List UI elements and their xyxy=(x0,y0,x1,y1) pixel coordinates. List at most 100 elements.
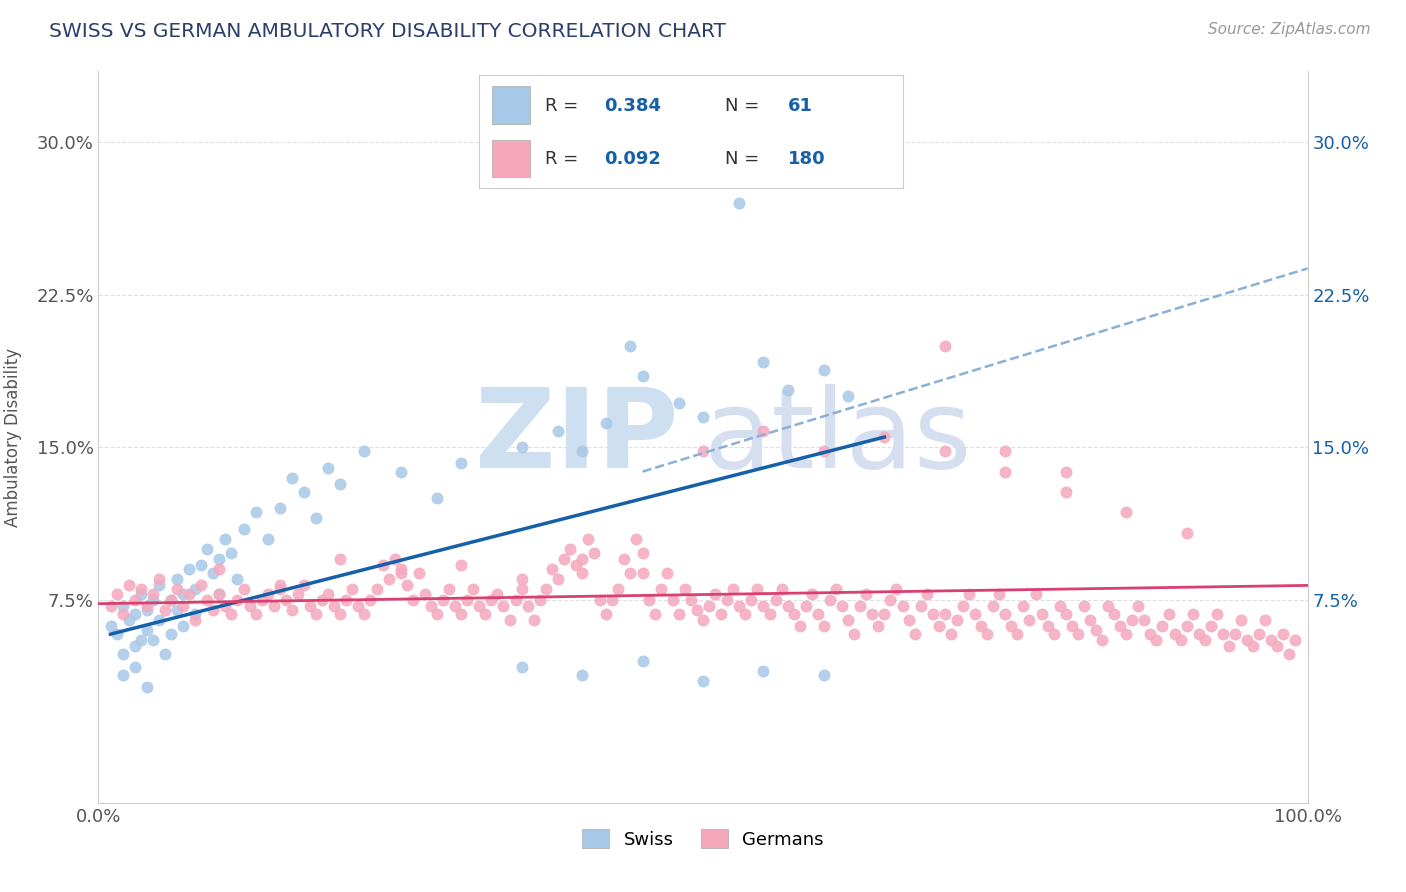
Point xyxy=(408,566,430,581)
Point xyxy=(1067,627,1090,641)
Point xyxy=(1012,599,1035,613)
Point xyxy=(970,619,993,633)
Point xyxy=(329,476,352,491)
Point xyxy=(208,562,231,576)
Text: ZIP: ZIP xyxy=(475,384,679,491)
Point xyxy=(510,582,533,597)
Point xyxy=(142,633,165,648)
Point xyxy=(1031,607,1053,621)
Point xyxy=(1042,627,1064,641)
Point xyxy=(377,572,399,586)
Point xyxy=(692,409,714,424)
Point xyxy=(565,558,588,573)
Point xyxy=(939,627,962,641)
Point xyxy=(976,627,998,641)
Point xyxy=(529,592,551,607)
Point xyxy=(1024,586,1046,600)
Point xyxy=(208,586,231,600)
Point xyxy=(1236,633,1258,648)
Point xyxy=(644,607,666,621)
Point xyxy=(873,430,896,444)
Point xyxy=(486,586,509,600)
Point xyxy=(426,491,449,505)
Point xyxy=(704,586,727,600)
Point xyxy=(366,582,388,597)
Point xyxy=(129,633,152,648)
Point xyxy=(426,607,449,621)
Point xyxy=(994,465,1017,479)
Point xyxy=(360,592,382,607)
Point xyxy=(105,586,128,600)
Point xyxy=(124,607,146,621)
Point xyxy=(1175,619,1198,633)
Point xyxy=(166,572,188,586)
Point xyxy=(245,505,267,519)
Point xyxy=(505,592,527,607)
Point xyxy=(825,582,848,597)
Point xyxy=(263,599,285,613)
Point xyxy=(450,607,472,621)
Point xyxy=(631,566,654,581)
Point xyxy=(450,558,472,573)
Point xyxy=(111,607,134,621)
Point xyxy=(934,444,956,458)
Point xyxy=(988,586,1011,600)
Point xyxy=(172,599,194,613)
Point xyxy=(740,592,762,607)
Point xyxy=(395,578,418,592)
Point xyxy=(142,592,165,607)
Point xyxy=(1267,640,1289,654)
Point xyxy=(214,599,236,613)
Point xyxy=(747,582,769,597)
Point xyxy=(1284,633,1306,648)
Point xyxy=(100,619,122,633)
Point xyxy=(650,582,672,597)
Point xyxy=(547,572,569,586)
Point xyxy=(148,613,170,627)
Point xyxy=(1102,607,1125,621)
Point xyxy=(553,552,575,566)
Point xyxy=(335,592,357,607)
Point xyxy=(184,582,207,597)
Point xyxy=(1199,619,1222,633)
Point xyxy=(1054,607,1077,621)
Point xyxy=(957,586,980,600)
Point xyxy=(1188,627,1211,641)
Point xyxy=(1054,485,1077,500)
Point xyxy=(1212,627,1234,641)
Point xyxy=(135,623,157,637)
Point xyxy=(305,607,328,621)
Point xyxy=(389,465,412,479)
Point xyxy=(208,586,231,600)
Point xyxy=(921,607,943,621)
Point xyxy=(1206,607,1229,621)
Point xyxy=(1230,613,1253,627)
Point xyxy=(129,582,152,597)
Point xyxy=(952,599,974,613)
Point xyxy=(697,599,720,613)
Point xyxy=(281,471,304,485)
Point xyxy=(589,592,612,607)
Point xyxy=(129,586,152,600)
Point xyxy=(148,578,170,592)
Point xyxy=(571,667,593,682)
Point xyxy=(269,501,291,516)
Point xyxy=(583,546,606,560)
Point xyxy=(135,599,157,613)
Point xyxy=(468,599,491,613)
Point xyxy=(1260,633,1282,648)
Point xyxy=(547,424,569,438)
Point xyxy=(1152,619,1174,633)
Point xyxy=(256,532,278,546)
Point xyxy=(195,592,218,607)
Point xyxy=(269,578,291,592)
Y-axis label: Ambulatory Disability: Ambulatory Disability xyxy=(4,348,22,526)
Point xyxy=(837,389,859,403)
Point xyxy=(934,339,956,353)
Point xyxy=(118,578,141,592)
Point xyxy=(481,592,503,607)
Point xyxy=(723,582,745,597)
Point xyxy=(420,599,443,613)
Point xyxy=(153,648,176,662)
Point xyxy=(1018,613,1040,627)
